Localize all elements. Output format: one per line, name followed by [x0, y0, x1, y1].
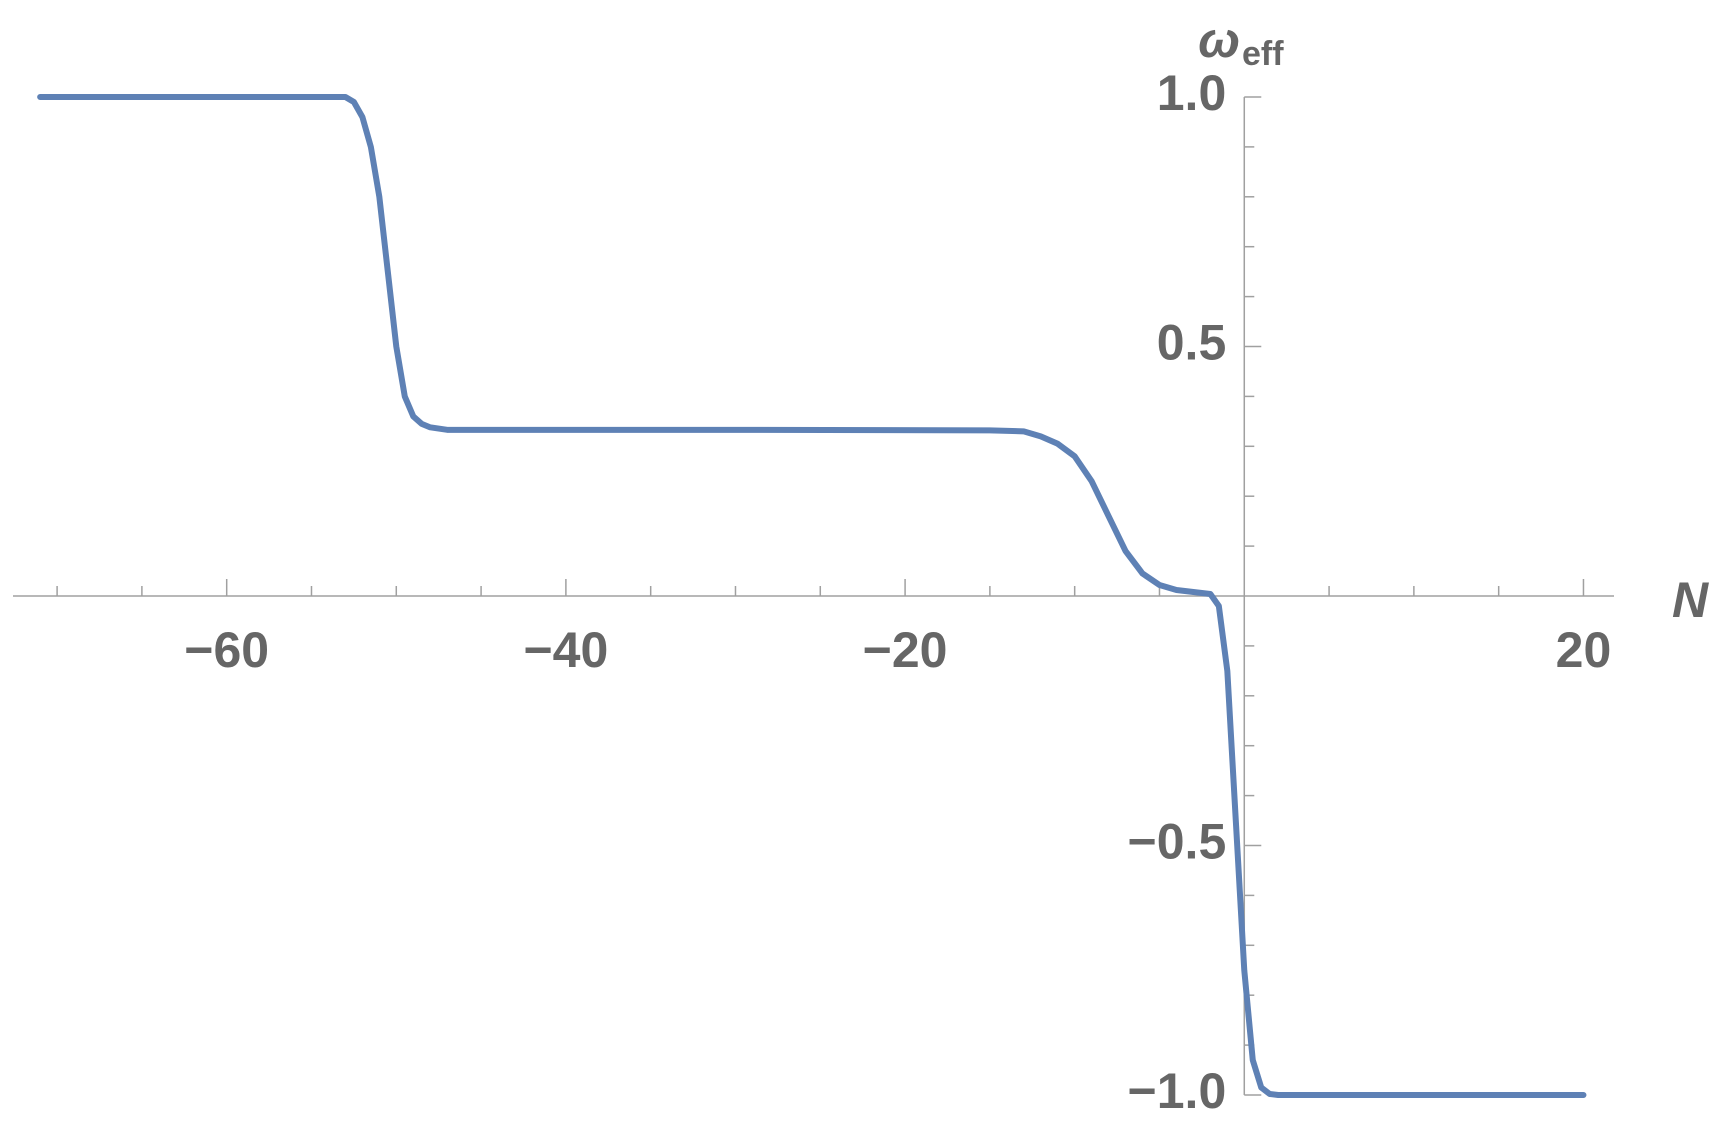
x-axis-label: N — [1672, 572, 1709, 628]
y-tick-label: −1.0 — [1128, 1063, 1227, 1119]
y-axis-label: ω — [1198, 12, 1240, 68]
x-tick-label: −60 — [184, 622, 269, 678]
y-tick-label: 1.0 — [1157, 65, 1227, 121]
y-tick-label: −0.5 — [1128, 814, 1227, 870]
x-tick-label: −20 — [863, 622, 948, 678]
x-tick-label: 20 — [1556, 622, 1612, 678]
y-axis-label-subscript: eff — [1242, 35, 1284, 73]
data-line — [37, 94, 1587, 1098]
y-tick-label: 0.5 — [1157, 315, 1227, 371]
x-tick-label: −40 — [523, 622, 608, 678]
